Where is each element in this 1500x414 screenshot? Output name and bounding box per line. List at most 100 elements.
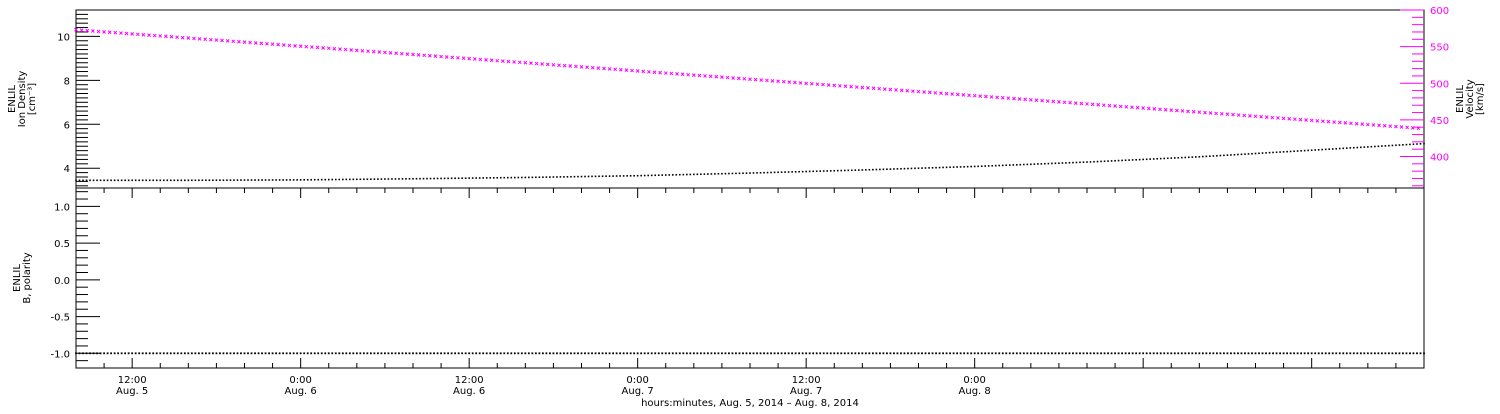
density-point [1377, 145, 1380, 148]
density-point [250, 179, 253, 181]
density-point [1331, 148, 1334, 150]
density-point [759, 171, 762, 174]
velocity-point [332, 46, 337, 51]
density-point [998, 164, 1001, 167]
polarity-point [204, 352, 207, 355]
polarity-point [520, 352, 523, 355]
polarity-point [812, 352, 815, 355]
velocity-point [1158, 107, 1162, 112]
density-point [1391, 144, 1394, 147]
density-point [1142, 158, 1144, 161]
density-point [1051, 162, 1053, 165]
density-point [1349, 147, 1352, 149]
density-point [503, 176, 506, 179]
density-point [1247, 153, 1250, 155]
polarity-point [450, 352, 453, 355]
density-point [96, 179, 98, 182]
velocity-point [888, 87, 893, 92]
density-point [373, 178, 376, 180]
polarity-point [369, 352, 372, 355]
polarity-point [506, 352, 509, 355]
polarity-point [236, 352, 239, 355]
density-point [700, 173, 702, 176]
bottom-panel-frame [75, 187, 1425, 369]
velocity-point [1382, 123, 1387, 128]
density-point [1110, 160, 1113, 162]
density-point [219, 179, 221, 181]
velocity-point [871, 86, 876, 91]
polarity-point [454, 352, 457, 355]
density-point [443, 177, 446, 180]
velocity-point [742, 76, 747, 81]
density-point [289, 179, 291, 181]
density-point [605, 175, 607, 177]
polarity-point [120, 352, 123, 355]
polarity-point [605, 352, 607, 355]
density-point [117, 179, 119, 182]
polarity-point [1240, 352, 1243, 355]
velocity-point [1062, 100, 1067, 105]
velocity-point [618, 67, 623, 72]
density-point [917, 167, 920, 170]
density-point [1195, 156, 1197, 158]
polarity-point [110, 352, 113, 355]
density-axis-title: ENLIL Ion Density [cm⁻³] [7, 71, 38, 128]
polarity-point [1072, 352, 1074, 355]
velocity-point [1040, 98, 1044, 103]
density-point [521, 176, 523, 179]
density-point [1303, 149, 1306, 152]
density-point [1152, 158, 1155, 160]
density-point [391, 178, 393, 180]
velocity-axis-title-line: ENLIL [1455, 85, 1466, 113]
polarity-point [1005, 352, 1008, 355]
velocity-point [731, 76, 736, 80]
velocity-point [1309, 118, 1314, 123]
density-point [1072, 161, 1074, 164]
density-point [987, 165, 990, 167]
density-point [1065, 162, 1067, 164]
density-point [636, 174, 639, 177]
density-point [1079, 161, 1081, 164]
density-point [882, 168, 885, 171]
polarity-point [85, 352, 88, 355]
polarity-point [1419, 352, 1422, 355]
velocity-point [225, 39, 230, 43]
density-point [1293, 150, 1295, 153]
density-point [545, 176, 548, 178]
density-point [966, 165, 969, 168]
density-point [517, 176, 520, 179]
polarity-point [499, 352, 502, 355]
density-point [155, 179, 158, 182]
polarity-point [759, 352, 762, 355]
velocity-point [180, 35, 185, 40]
velocity-point [287, 43, 292, 48]
density-point [851, 169, 853, 172]
polarity-point [1363, 352, 1366, 355]
density-point [1107, 160, 1109, 162]
velocity-point [96, 29, 101, 34]
velocity-axis-title-line: [km/s] [1475, 83, 1486, 115]
velocity-point [517, 60, 522, 65]
density-point [1268, 151, 1271, 154]
density-point [377, 178, 379, 180]
polarity-point [1194, 352, 1197, 355]
density-point [485, 177, 488, 179]
polarity-point [1075, 352, 1078, 355]
density-point [345, 178, 348, 181]
polarity-point [1054, 352, 1057, 355]
velocity-point [568, 64, 573, 68]
density-point [184, 179, 186, 182]
polarity-point [513, 352, 516, 355]
velocity-point [540, 62, 545, 66]
velocity-point [1354, 121, 1359, 126]
velocity-point [534, 61, 539, 66]
velocity-point [203, 37, 208, 42]
velocity-series [74, 27, 1421, 131]
velocity-point [298, 44, 303, 49]
polarity-point [401, 352, 404, 355]
polarity-point [1219, 352, 1222, 355]
polarity-point [850, 352, 853, 355]
velocity-point [1231, 112, 1235, 117]
polarity-point [763, 352, 765, 355]
density-tick-label: 10 [57, 32, 70, 43]
